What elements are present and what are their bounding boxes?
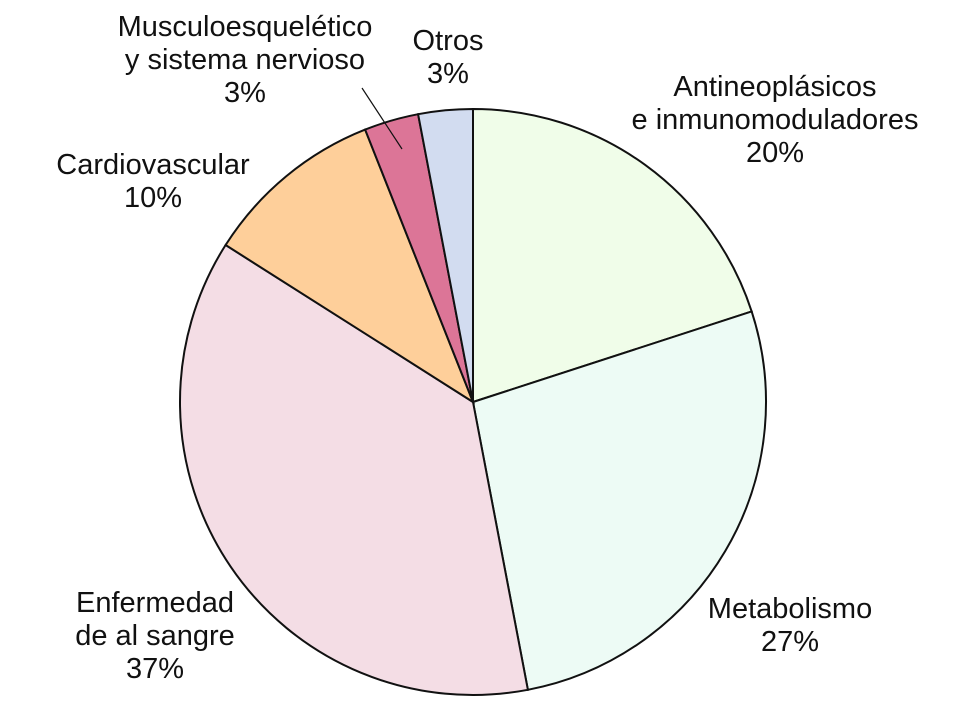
slice-label-metabolismo: Metabolismo 27% xyxy=(708,593,872,658)
pie-slice-enfermedad-de-al-sangre xyxy=(179,243,530,696)
pie-slice-cardiovascular xyxy=(224,128,476,405)
slice-label-musculoesqueletico-y-sistema-nervioso: Musculoesquelético y sistema nervioso 3% xyxy=(118,11,373,109)
pie-slices xyxy=(179,107,767,696)
leader-line xyxy=(361,87,403,150)
slice-label-antineoplasicos-e-inmunomoduladores: Antineoplásicos e inmunomoduladores 20% xyxy=(632,71,919,169)
pie-labels: Antineoplásicos e inmunomoduladores 20% Met… xyxy=(56,11,918,685)
pie-slice-otros xyxy=(416,107,474,403)
slice-label-enfermedad-de-al-sangre: Enfermedad de al sangre 37% xyxy=(75,587,235,685)
slice-label-cardiovascular: Cardiovascular 10% xyxy=(56,149,250,214)
pie-slice-antineoplasicos-e-inmunomoduladores xyxy=(472,107,753,404)
pie-slice-metabolismo xyxy=(471,310,767,691)
slice-label-otros: Otros 3% xyxy=(413,25,484,90)
